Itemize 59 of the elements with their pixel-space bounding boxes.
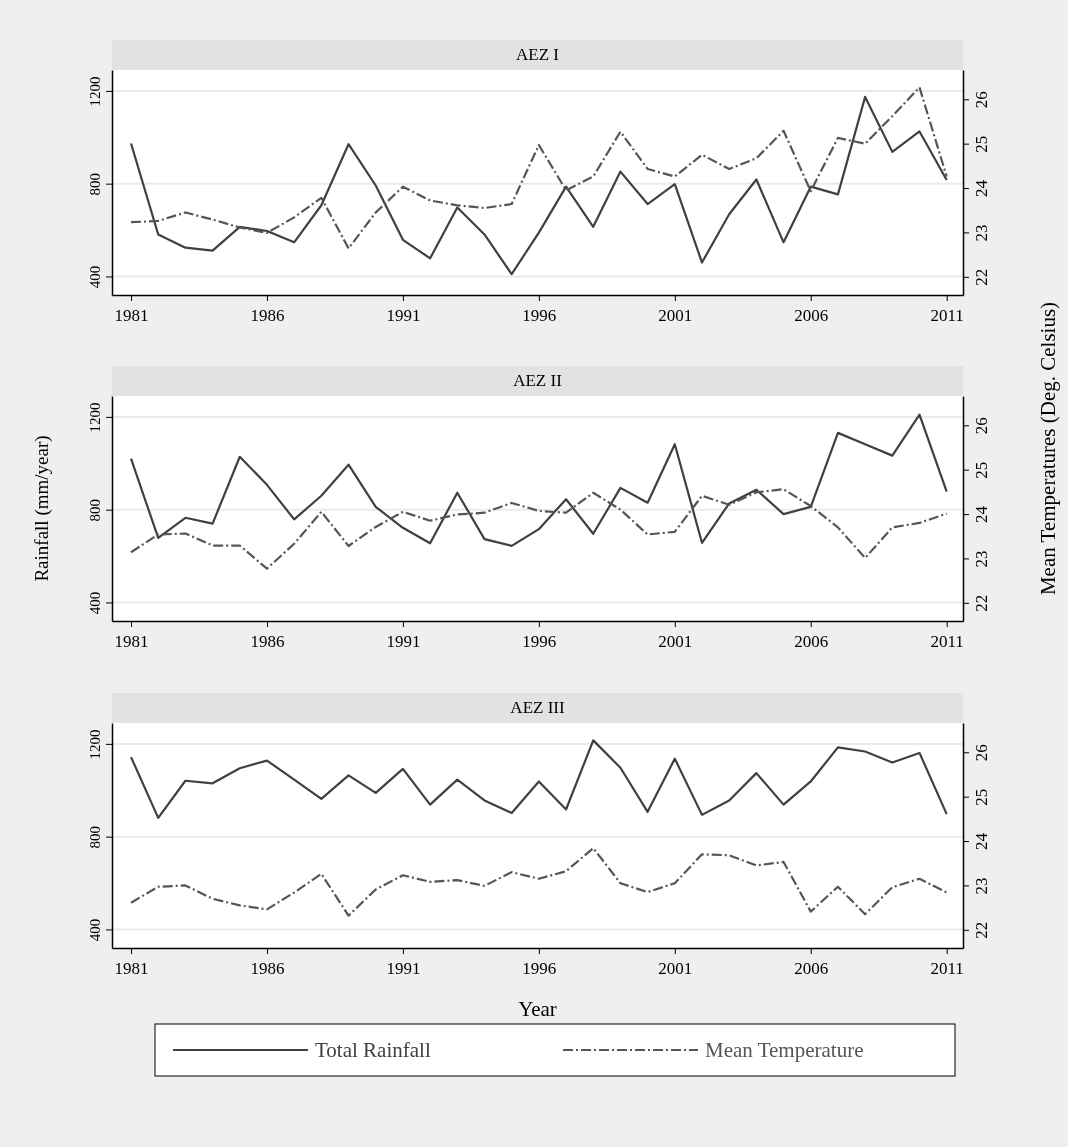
line-series — [129, 413, 948, 547]
line-series — [129, 95, 948, 276]
y-tick-label: 400 — [87, 265, 103, 289]
line-series — [129, 488, 948, 570]
y2-axis-title: Mean Temperatures (Deg. Celsius) — [1036, 301, 1060, 596]
line-series — [129, 86, 948, 250]
y2-tick-label: 24 — [972, 179, 991, 198]
x-tick-label: 1996 — [522, 306, 557, 325]
x-tick-label: 2011 — [930, 306, 964, 325]
y2-tick-label: 22 — [972, 268, 991, 286]
y2-tick-label: 26 — [972, 417, 991, 435]
x-tick-label: 1991 — [386, 959, 421, 978]
y-axis-title: Rainfall (mm/year) — [31, 435, 53, 582]
x-tick-label: 1996 — [522, 959, 557, 978]
x-tick-label: 1991 — [386, 306, 421, 325]
y2-tick-label: 25 — [972, 461, 991, 479]
x-tick-label: 2006 — [794, 306, 829, 325]
y-tick-label: 400 — [87, 591, 103, 615]
x-tick-label: 1986 — [250, 632, 285, 651]
y2-tick-label: 24 — [972, 505, 991, 524]
x-tick-label: 1991 — [386, 632, 421, 651]
chart-title: AEZ I — [516, 45, 560, 64]
y2-tick-label: 22 — [972, 921, 991, 939]
x-tick-label: 2001 — [658, 632, 693, 651]
y-tick-label: 1200 — [87, 729, 103, 760]
text: Total Rainfall — [315, 1038, 431, 1062]
chart-title: AEZ II — [513, 371, 563, 390]
y-tick-label: 1200 — [87, 402, 103, 433]
x-tick-label: 2001 — [658, 306, 693, 325]
x-tick-label: 2006 — [794, 632, 829, 651]
y2-tick-label: 25 — [972, 135, 991, 153]
y2-tick-label: 23 — [972, 877, 991, 895]
text: Mean Temperature — [705, 1038, 864, 1062]
y2-tick-label: 22 — [972, 594, 991, 612]
y-tick-label: 800 — [87, 498, 103, 522]
x-tick-label: 2011 — [930, 632, 964, 651]
chart-title: AEZ III — [510, 698, 565, 717]
y2-tick-label: 26 — [972, 744, 991, 762]
y-tick-label: 400 — [87, 918, 103, 942]
x-tick-label: 2006 — [794, 959, 829, 978]
y-tick-label: 800 — [87, 825, 103, 849]
y2-tick-label: 23 — [972, 224, 991, 242]
x-tick-label: 1986 — [250, 959, 285, 978]
x-tick-label: 1981 — [114, 306, 149, 325]
x-tick-label: 1986 — [250, 306, 285, 325]
x-tick-label: 2001 — [658, 959, 693, 978]
line-series — [129, 739, 948, 819]
x-tick-label: 1981 — [114, 959, 149, 978]
x-tick-label: 1996 — [522, 632, 557, 651]
y2-tick-label: 24 — [972, 832, 991, 851]
x-tick-label: 2011 — [930, 959, 964, 978]
y-tick-label: 1200 — [87, 76, 103, 107]
x-axis-title: Year — [518, 997, 557, 1021]
x-tick-label: 1981 — [114, 632, 149, 651]
line-series — [129, 847, 948, 917]
y2-tick-label: 26 — [972, 91, 991, 109]
y-tick-label: 800 — [87, 172, 103, 196]
y2-tick-label: 23 — [972, 550, 991, 568]
y2-tick-label: 25 — [972, 788, 991, 806]
